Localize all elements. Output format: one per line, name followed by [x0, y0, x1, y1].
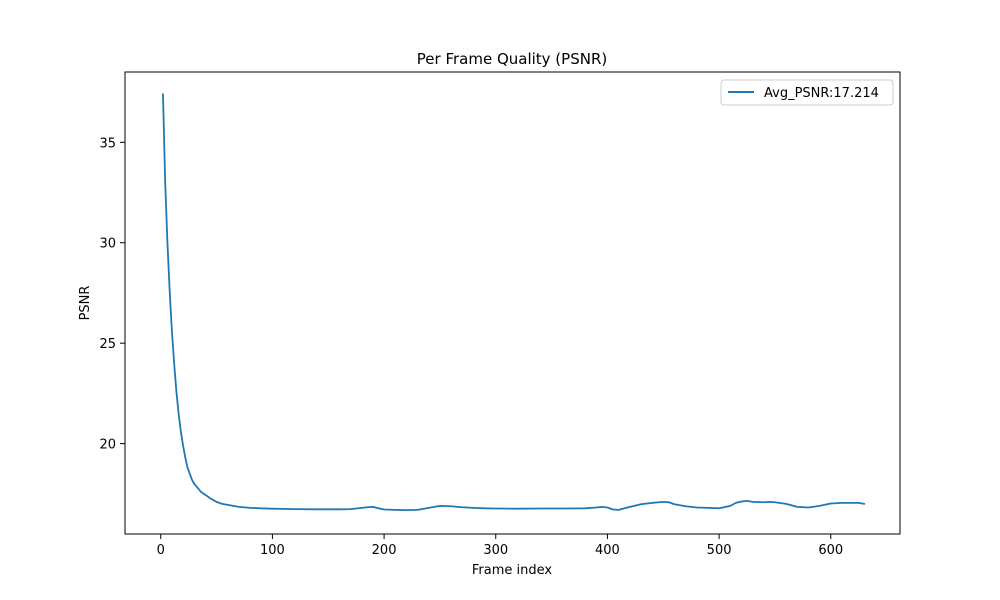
legend-box — [720, 79, 894, 106]
series-line-avg-psnr — [162, 93, 866, 512]
y-tick-label: 20 — [99, 438, 116, 453]
series-layer — [162, 93, 866, 512]
legend: Avg_PSNR:17.214 — [720, 79, 894, 106]
chart-title: Per Frame Quality (PSNR) — [417, 50, 607, 68]
x-axis-ticks: 0 100 200 300 400 500 600 — [157, 534, 843, 558]
y-axis-label: PSNR — [78, 286, 93, 321]
x-tick-label: 200 — [372, 543, 397, 558]
x-tick-label: 600 — [818, 543, 843, 558]
x-tick-label: 400 — [595, 543, 620, 558]
y-tick-label: 25 — [99, 337, 116, 352]
x-tick-label: 0 — [157, 543, 165, 558]
y-axis-ticks: 20 25 30 35 — [99, 136, 125, 453]
x-tick-label: 500 — [707, 543, 732, 558]
plot-frame — [124, 71, 901, 535]
y-tick-label: 30 — [99, 237, 116, 252]
x-tick-label: 100 — [260, 543, 285, 558]
plot-area — [125, 72, 900, 534]
y-tick-label: 35 — [99, 136, 116, 151]
legend-label: Avg_PSNR:17.214 — [764, 86, 879, 101]
x-axis-label: Frame index — [472, 563, 553, 578]
x-tick-label: 300 — [483, 543, 508, 558]
